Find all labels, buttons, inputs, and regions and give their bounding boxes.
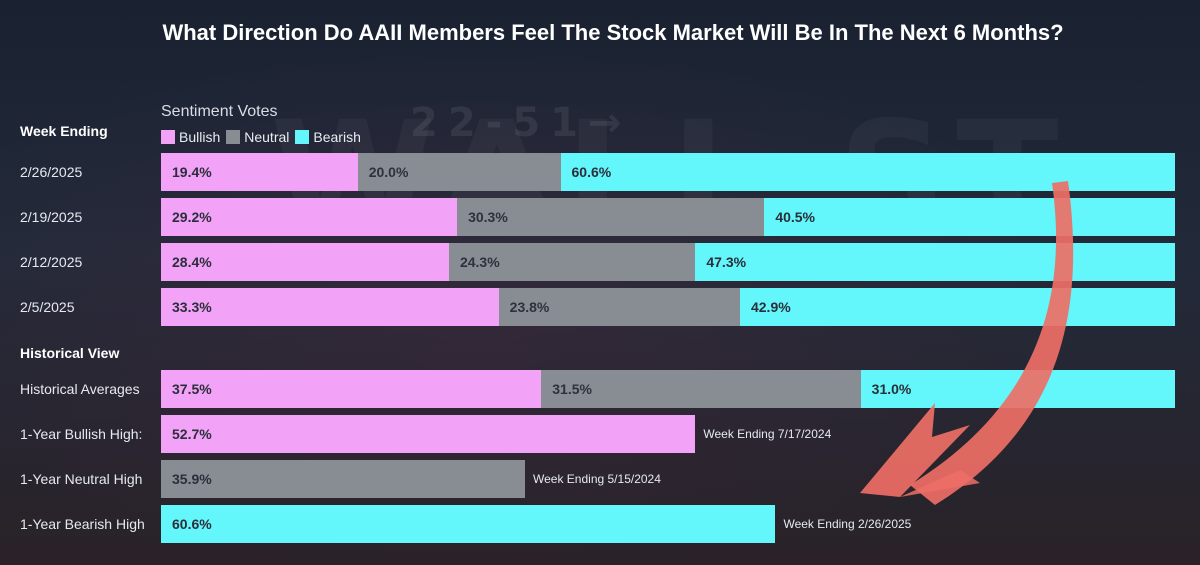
week-row-bar: 19.4% 20.0% 60.6% <box>161 153 1175 191</box>
down-arrow-icon <box>860 181 1074 505</box>
bar-segment-neutral: 30.3% <box>457 198 765 236</box>
chart-title: What Direction Do AAII Members Feel The … <box>162 20 1064 45</box>
week-label: 2/5/2025 <box>20 299 75 315</box>
bar-segment-bullish: 37.5% <box>161 370 542 408</box>
legend-swatch-bullish <box>161 130 175 144</box>
historical-averages-bar: 37.5% 31.5% 31.0% <box>161 370 1175 408</box>
historical-view-heading: Historical View <box>20 345 120 361</box>
arrow-head <box>860 403 970 497</box>
legend-label-bullish: Bullish <box>179 129 221 145</box>
week-label: 2/12/2025 <box>20 254 83 270</box>
high-bar-bullish: 52.7% <box>161 415 696 453</box>
legend: Bullish Neutral Bearish <box>161 129 367 145</box>
bar-segment-bullish: 28.4% <box>161 243 449 281</box>
high-bar-bearish: 60.6% <box>161 505 776 543</box>
week-label: 2/19/2025 <box>20 209 83 225</box>
street-number-watermark: 22-51→ <box>410 100 632 146</box>
bar-segment-bullish: 33.3% <box>161 288 499 326</box>
arrow-shaft <box>910 181 1074 505</box>
week-label: 2/26/2025 <box>20 164 83 180</box>
high-label: 1-Year Bearish High <box>20 516 145 532</box>
bar-segment-bearish: 42.9% <box>739 288 1175 326</box>
legend-item-bullish: Bullish <box>161 129 220 145</box>
bar-segment-neutral: 23.8% <box>498 288 740 326</box>
bar-segment-neutral: 24.3% <box>448 243 696 281</box>
high-label: 1-Year Bullish High: <box>20 426 143 442</box>
bar-segment-neutral: 20.0% <box>357 153 561 191</box>
bar-segment-neutral: 31.5% <box>541 370 861 408</box>
legend-swatch-neutral <box>226 130 241 144</box>
week-row-bar: 33.3% 23.8% 42.9% <box>161 288 1175 326</box>
high-week-note: Week Ending 2/26/2025 <box>783 517 912 531</box>
legend-label-bearish: Bearish <box>313 129 361 145</box>
bar-segment-bullish: 19.4% <box>161 153 358 191</box>
week-ending-heading: Week Ending <box>20 123 108 139</box>
bar-segment-bearish: 47.3% <box>695 243 1175 281</box>
week-row-bar: 28.4% 24.3% 47.3% <box>161 243 1175 281</box>
high-label: 1-Year Neutral High <box>20 471 143 487</box>
legend-item-neutral: Neutral <box>226 129 289 145</box>
high-bar-neutral: 35.9% <box>161 460 526 498</box>
high-week-note: Week Ending 5/15/2024 <box>533 472 661 486</box>
arrow-head-stroke <box>900 470 980 497</box>
bar-segment-bearish: 60.6% <box>560 153 1175 191</box>
bar-segment-bearish: 40.5% <box>764 198 1175 236</box>
legend-label-neutral: Neutral <box>244 129 290 145</box>
bar-segment-bullish: 29.2% <box>161 198 458 236</box>
week-row-bar: 29.2% 30.3% 40.5% <box>161 198 1175 236</box>
high-week-note: Week Ending 7/17/2024 <box>703 427 832 441</box>
legend-item-bearish: Bearish <box>295 129 361 145</box>
legend-title: Sentiment Votes <box>161 103 278 120</box>
legend-swatch-bearish <box>295 130 310 144</box>
historical-averages-label: Historical Averages <box>20 381 140 397</box>
